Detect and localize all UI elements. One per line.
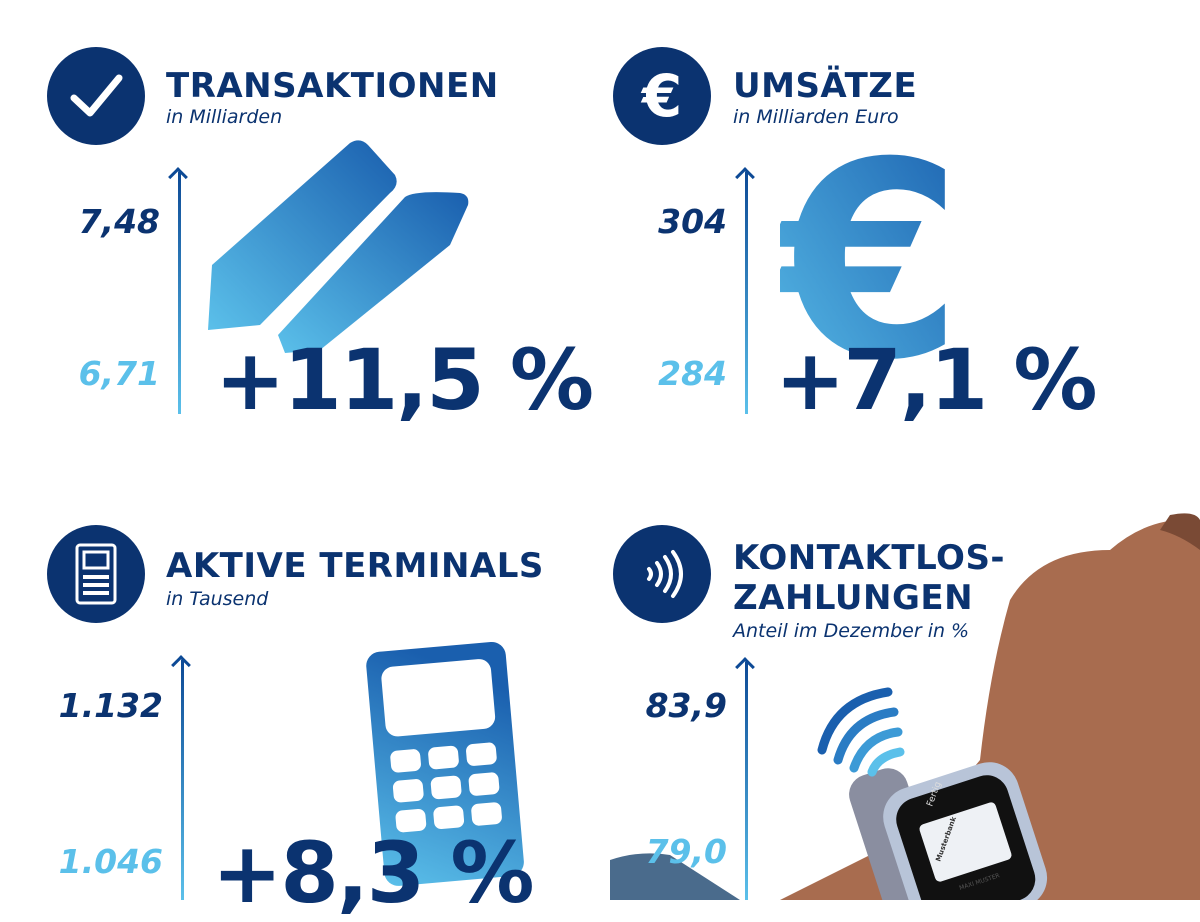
panel-subtitle: in Milliarden [166, 106, 283, 128]
value-previous: 1.046 [58, 842, 163, 881]
value-previous: 6,71 [78, 354, 160, 393]
growth-arrow [745, 662, 748, 900]
wireless-signal-illustration [817, 687, 905, 777]
checkmark-icon [47, 47, 145, 145]
value-previous: 284 [658, 354, 727, 393]
panel-title-line1: KONTAKTLOS- [733, 538, 1006, 578]
smartwatch-wrist-photo: Fertig Musterbank MAXI MUSTER [610, 513, 1200, 900]
terminal-icon [47, 525, 145, 623]
value-previous: 79,0 [645, 832, 727, 871]
euro-symbol-illustration: € [780, 140, 963, 370]
panel-subtitle: in Tausend [166, 588, 269, 610]
value-current: 83,9 [645, 686, 727, 725]
value-current: 1.132 [58, 686, 163, 725]
payment-terminal-illustration [366, 641, 524, 886]
panel-subtitle: Anteil im Dezember in % [733, 620, 970, 642]
panel-subtitle: in Milliarden Euro [733, 106, 899, 128]
panel-title: AKTIVE TERMINALS [166, 546, 544, 586]
growth-arrow [178, 172, 181, 414]
change-percentage: +8,3 % [212, 824, 535, 922]
panel-title: UMSÄTZE [733, 66, 918, 106]
change-percentage: +11,5 % [215, 331, 594, 429]
euro-icon: € [613, 47, 711, 145]
svg-text:€: € [780, 140, 963, 370]
value-current: 304 [658, 202, 727, 241]
contactless-icon [613, 525, 711, 623]
growth-arrow [181, 660, 184, 900]
change-percentage: +7,1 % [775, 331, 1098, 429]
value-current: 7,48 [78, 202, 160, 241]
panel-title-line2: ZAHLUNGEN [733, 578, 974, 618]
growth-arrow [745, 172, 748, 414]
panel-title: TRANSAKTIONEN [166, 66, 499, 106]
card-swipe-illustration [208, 140, 469, 353]
